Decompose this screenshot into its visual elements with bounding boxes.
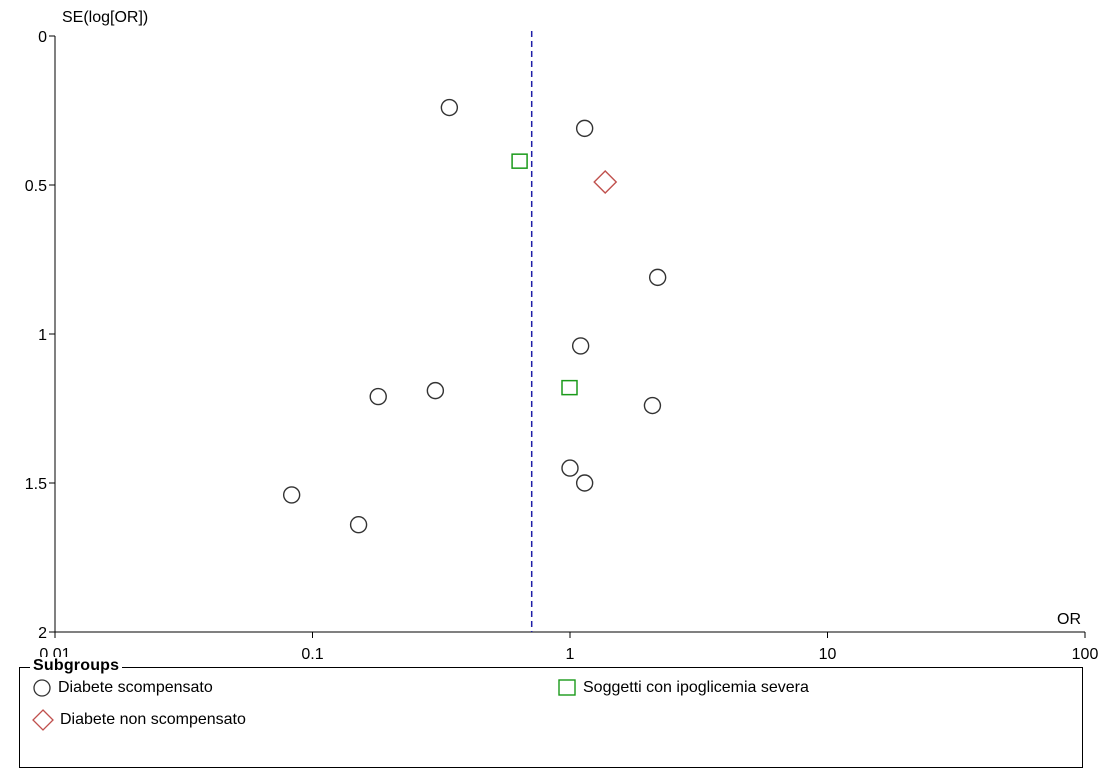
data-point-square: [511, 153, 528, 169]
y-tick-label: 0.5: [25, 178, 47, 195]
data-point-circle: [571, 337, 590, 355]
legend-item-square: Soggetti con ipoglicemia severa: [557, 678, 809, 698]
data-point-circle: [648, 268, 667, 287]
y-tick-label: 1: [38, 327, 47, 344]
y-axis-label: SE(log[OR]): [62, 9, 148, 26]
circle-marker-icon: [33, 679, 51, 697]
data-point-circle: [282, 486, 301, 504]
data-point-circle: [440, 98, 459, 117]
data-point-circle: [426, 381, 445, 400]
data-point-square: [561, 379, 578, 396]
data-point-circle: [369, 387, 387, 406]
data-point-circle: [561, 459, 579, 477]
square-marker-icon: [558, 679, 576, 696]
legend-title: Subgroups: [30, 657, 123, 675]
x-tick-label: 100: [1072, 646, 1099, 663]
data-point-circle: [575, 119, 594, 138]
data-point-circle: [349, 516, 368, 534]
legend-label: Soggetti con ipoglicemia severa: [583, 679, 809, 696]
legend-label: Diabete scompensato: [58, 679, 213, 696]
x-tick-label: 1: [566, 646, 575, 663]
y-tick-label: 0: [38, 29, 47, 46]
legend-label: Diabete non scompensato: [60, 711, 246, 728]
y-tick-label: 1.5: [25, 476, 47, 493]
legend: Subgroups Diabete scompensato Soggetti c…: [19, 657, 1083, 768]
x-axis-label: OR: [1057, 611, 1081, 628]
y-tick-label: 2: [38, 625, 47, 642]
x-tick-label: 10: [819, 646, 837, 663]
legend-item-diamond: Diabete non scompensato: [32, 709, 246, 731]
data-point-diamond: [593, 170, 618, 195]
diamond-marker-icon: [32, 709, 54, 731]
data-point-circle: [575, 474, 594, 492]
legend-item-circle: Diabete scompensato: [32, 678, 213, 698]
data-point-circle: [643, 396, 662, 415]
x-tick-label: 0.1: [301, 646, 323, 663]
data-marks: [282, 31, 667, 632]
